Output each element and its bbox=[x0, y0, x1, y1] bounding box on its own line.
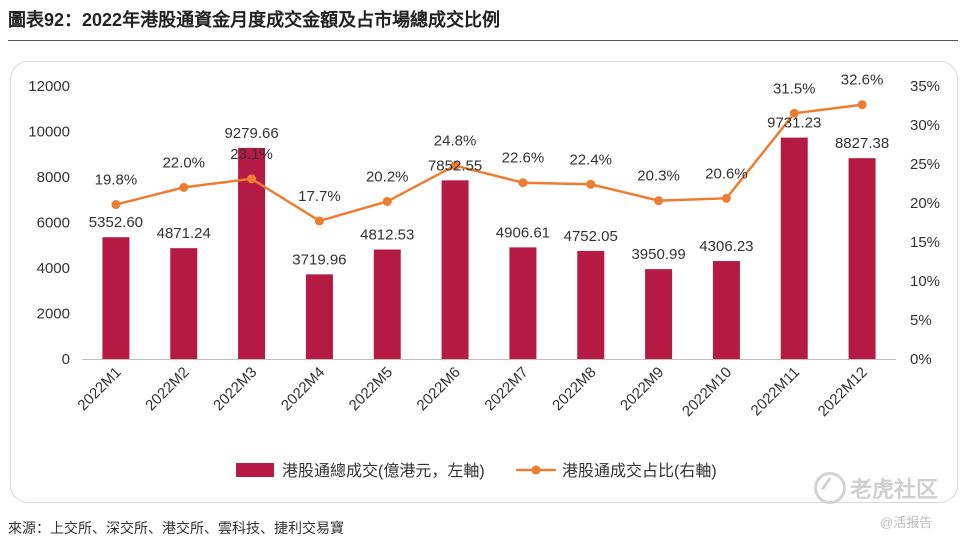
bar bbox=[848, 158, 876, 359]
ratio-data-label: 19.8% bbox=[95, 172, 138, 189]
ratio-point bbox=[789, 108, 799, 118]
ratio-point bbox=[247, 174, 257, 184]
x-axis-tick-label: 2022M1 bbox=[74, 364, 124, 414]
left-axis-tick-label: 12000 bbox=[28, 78, 70, 95]
ratio-point bbox=[721, 193, 731, 203]
bar-data-label: 3719.96 bbox=[292, 251, 346, 268]
watermark: 老虎社区 bbox=[810, 470, 960, 504]
ratio-point bbox=[518, 178, 528, 188]
left-axis-tick-label: 4000 bbox=[37, 260, 70, 277]
ratio-point bbox=[450, 161, 460, 171]
x-axis-tick-label: 2022M9 bbox=[617, 364, 667, 414]
bar bbox=[780, 137, 808, 359]
left-axis-tick-label: 2000 bbox=[37, 306, 70, 323]
watermark-text: 老虎社区 bbox=[850, 477, 939, 502]
right-axis-tick-label: 15% bbox=[910, 234, 940, 251]
bar-data-label: 9279.66 bbox=[224, 125, 278, 142]
ratio-data-label: 17.7% bbox=[298, 188, 341, 205]
x-axis-tick-label: 2022M7 bbox=[481, 364, 531, 414]
right-axis-tick-label: 5% bbox=[910, 312, 932, 329]
bar-data-label: 4812.53 bbox=[360, 227, 414, 244]
bar bbox=[373, 249, 401, 359]
watermark-sub: @活报告 bbox=[880, 515, 933, 530]
ratio-point bbox=[111, 200, 121, 210]
ratio-point bbox=[654, 196, 664, 206]
title-divider bbox=[8, 40, 958, 41]
x-axis-tick-label: 2022M5 bbox=[346, 364, 396, 414]
x-axis-tick-label: 2022M2 bbox=[142, 364, 192, 414]
ratio-point bbox=[586, 179, 596, 189]
x-axis-tick-label: 2022M3 bbox=[210, 364, 260, 414]
legend-bar-label: 港股通總成交(億港元，左軸) bbox=[282, 462, 485, 480]
bar-data-label: 4871.24 bbox=[157, 225, 211, 242]
bar-data-label: 4906.61 bbox=[496, 224, 550, 241]
bar bbox=[509, 247, 537, 359]
ratio-data-label: 23.1% bbox=[230, 146, 273, 163]
bar bbox=[102, 237, 130, 359]
legend-bar-swatch bbox=[236, 463, 274, 477]
right-axis-tick-label: 10% bbox=[910, 273, 940, 290]
bar-data-label: 5352.60 bbox=[89, 214, 143, 231]
ratio-point bbox=[314, 216, 324, 226]
bar bbox=[577, 250, 605, 359]
source-note: 來源：上交所、深交所、港交所、雲科技、捷利交易寶 bbox=[8, 520, 344, 536]
bar bbox=[645, 269, 673, 359]
ratio-data-label: 22.6% bbox=[502, 150, 545, 167]
x-axis-tick-label: 2022M12 bbox=[815, 364, 871, 420]
bar-data-label: 4306.23 bbox=[699, 238, 753, 255]
bar bbox=[170, 248, 198, 359]
right-axis-tick-label: 20% bbox=[910, 195, 940, 212]
bar bbox=[305, 274, 333, 359]
ratio-data-label: 20.3% bbox=[637, 168, 680, 185]
ratio-data-label: 32.6% bbox=[841, 72, 884, 89]
bar-data-label: 4752.05 bbox=[564, 228, 618, 245]
ratio-point bbox=[179, 182, 189, 192]
right-axis-tick-label: 30% bbox=[910, 117, 940, 134]
x-axis-tick-label: 2022M11 bbox=[748, 364, 803, 419]
x-axis-tick-label: 2022M10 bbox=[679, 364, 735, 420]
left-axis-tick-label: 10000 bbox=[28, 124, 70, 141]
right-axis-tick-label: 25% bbox=[910, 156, 940, 173]
bar-data-label: 8827.38 bbox=[835, 135, 889, 152]
right-axis-tick-label: 0% bbox=[910, 351, 932, 368]
ratio-point bbox=[857, 100, 867, 110]
tiger-logo-icon bbox=[814, 472, 846, 504]
right-axis-tick-label: 35% bbox=[910, 78, 940, 95]
ratio-point bbox=[382, 196, 392, 206]
ratio-data-label: 20.2% bbox=[366, 168, 409, 185]
ratio-data-label: 20.6% bbox=[705, 165, 748, 182]
x-axis-tick-label: 2022M4 bbox=[278, 364, 328, 414]
ratio-line bbox=[115, 103, 863, 223]
bar bbox=[712, 261, 740, 359]
left-axis-tick-label: 6000 bbox=[37, 215, 70, 232]
x-axis-tick-label: 2022M6 bbox=[414, 364, 464, 414]
legend-line-marker bbox=[531, 465, 541, 475]
bar-data-label: 9731.23 bbox=[767, 115, 821, 132]
left-axis-tick-label: 0 bbox=[62, 351, 70, 368]
x-axis-tick-label: 2022M8 bbox=[549, 364, 599, 414]
ratio-data-label: 22.4% bbox=[569, 151, 612, 168]
ratio-data-label: 31.5% bbox=[773, 80, 816, 97]
legend-line-label: 港股通成交占比(右軸) bbox=[562, 462, 717, 480]
left-axis-tick-label: 8000 bbox=[37, 169, 70, 186]
bar-data-label: 3950.99 bbox=[631, 246, 685, 263]
bar-data-label: 7852.55 bbox=[428, 157, 482, 174]
ratio-data-label: 24.8% bbox=[434, 133, 477, 150]
page-title: 圖表92：2022年港股通資金月度成交金額及占市場總成交比例 bbox=[8, 10, 501, 30]
bar bbox=[441, 180, 469, 359]
ratio-data-label: 22.0% bbox=[162, 154, 205, 171]
